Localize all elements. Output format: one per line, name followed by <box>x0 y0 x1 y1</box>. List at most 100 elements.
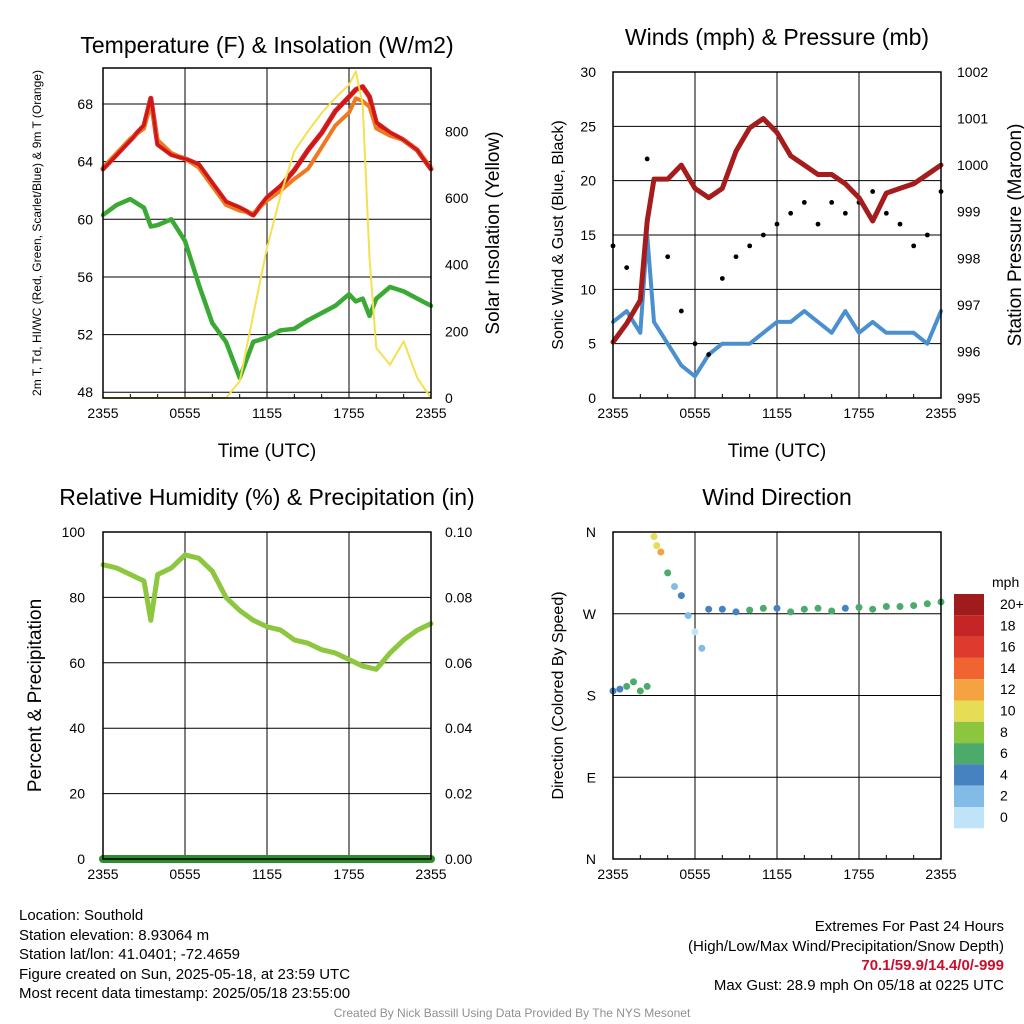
y2-tick-label: 800 <box>445 123 469 139</box>
y2-tick-label: 0.02 <box>445 786 472 802</box>
legend-label: 0 <box>1000 809 1008 825</box>
legend-label: 18 <box>1000 617 1016 633</box>
y-tick-label: N <box>586 524 596 540</box>
direction-point <box>800 605 808 613</box>
gust-point <box>815 221 821 227</box>
gust-point <box>706 352 712 357</box>
gust-point <box>760 232 766 238</box>
x-tick-label: 2355 <box>597 866 628 882</box>
y2-tick-label: 0.08 <box>445 589 472 605</box>
x-tick-label: 1755 <box>843 405 874 421</box>
gust-point <box>870 189 876 194</box>
gust-point <box>692 341 698 347</box>
legend-swatch <box>954 785 984 807</box>
y2-tick-label: 996 <box>957 343 981 359</box>
direction-point <box>684 612 692 620</box>
gust-point <box>897 221 903 227</box>
y2-axis-label: Station Pressure (Maroon) <box>1005 124 1024 347</box>
y2-tick-label: 1002 <box>957 64 988 80</box>
plot-frame <box>102 67 432 399</box>
direction-point <box>664 569 672 577</box>
y-tick-label: 10 <box>580 281 596 297</box>
x-tick-label: 1755 <box>843 866 874 882</box>
legend-label: 20+ <box>1000 596 1024 612</box>
plot-frame <box>612 71 942 399</box>
legend-swatch <box>954 721 984 744</box>
gust-point <box>911 243 917 249</box>
y-axis-label: Percent & Precipitation <box>25 599 46 792</box>
gust-point <box>624 265 630 270</box>
legend-swatch <box>954 807 984 829</box>
y-tick-label: N <box>586 851 596 867</box>
y2-axis-label: Solar Insolation (Yellow) <box>483 131 504 334</box>
gust-point <box>678 308 684 314</box>
legend-label: 16 <box>1000 639 1016 655</box>
panel-temperature: 2355 0555 1155 1755 2355 48 52 56 60 64 68 0 200 400 6… <box>30 32 504 462</box>
y-axis-label: Direction (Colored By Speed) <box>550 591 567 799</box>
direction-point <box>732 608 740 616</box>
direction-point <box>671 583 678 590</box>
y-axis-label: 2m T, Td, HI/WC (Red, Green, Scarlet/Blu… <box>30 70 44 396</box>
x-tick-label: 2355 <box>87 405 118 421</box>
legend-label: 6 <box>1000 745 1008 761</box>
credit-line: Created By Nick Bassill Using Data Provi… <box>333 1006 691 1020</box>
y2-tick-label: 400 <box>445 257 469 273</box>
y-tick-label: 80 <box>69 589 85 605</box>
y-tick-label: 48 <box>77 384 93 400</box>
y2-tick-label: 0.10 <box>445 524 472 540</box>
gust-point <box>774 221 780 227</box>
y-tick-label: W <box>583 606 597 622</box>
extremes-subtitle: (High/Low/Max Wind/Precipitation/Snow De… <box>688 937 1004 955</box>
max-gust: Max Gust: 28.9 mph On 05/18 at 0225 UTC <box>713 976 1004 994</box>
direction-point <box>923 600 931 608</box>
y-tick-label: 0 <box>77 851 85 867</box>
speed-legend: mph 20+ 18 16 14 12 10 8 6 4 2 0 <box>954 574 1024 829</box>
direction-point <box>630 678 637 686</box>
direction-point <box>705 605 713 613</box>
direction-point <box>677 592 685 600</box>
x-tick-label: 1755 <box>333 866 364 882</box>
x-tick-label: 0555 <box>169 405 200 421</box>
y-tick-label: 68 <box>77 96 93 112</box>
x-tick-label: 1155 <box>762 866 792 882</box>
recent-timestamp: Most recent data timestamp: 2025/05/18 2… <box>19 985 351 1002</box>
y2-tick-label: 1001 <box>957 111 988 127</box>
legend-label: 12 <box>1000 681 1016 697</box>
direction-point <box>855 603 863 611</box>
plot-frame <box>612 531 942 860</box>
y2-tick-label: 600 <box>445 190 469 206</box>
series-relative-humidity <box>100 552 434 672</box>
direction-point <box>616 685 624 693</box>
plot-frame <box>102 531 432 860</box>
direction-point <box>869 605 877 613</box>
gust-point <box>719 276 725 281</box>
y-axis-label: Sonic Wind & Gust (Blue, Black) <box>550 120 567 349</box>
x-tick-label: 2355 <box>415 866 446 882</box>
y-tick-label: 56 <box>77 269 93 285</box>
x-axis-label: Time (UTC) <box>728 441 827 462</box>
y-tick-label: 52 <box>77 327 93 343</box>
series-hi-wc <box>101 85 433 217</box>
direction-point <box>787 608 795 616</box>
gust-point <box>665 254 671 260</box>
station-latlon: Station lat/lon: 41.0401; -72.4659 <box>19 946 241 963</box>
y-tick-label: 20 <box>69 786 85 802</box>
x-axis-label: Time (UTC) <box>218 441 317 462</box>
gust-point <box>733 254 739 260</box>
y-tick-label: E <box>587 769 596 785</box>
legend-label: 8 <box>1000 724 1008 740</box>
legend-swatch <box>954 594 984 616</box>
direction-point <box>691 628 699 636</box>
y-tick-label: 60 <box>77 211 93 227</box>
chart-title: Relative Humidity (%) & Precipitation (i… <box>59 484 474 510</box>
station-location: Location: Southold <box>19 907 144 924</box>
gust-point <box>829 200 835 205</box>
x-tick-label: 0555 <box>169 866 200 882</box>
y-tick-label: 20 <box>580 173 596 189</box>
y2-tick-label: 0.00 <box>445 851 472 867</box>
series-station-pressure <box>610 116 944 345</box>
y2-tick-label: 0 <box>445 390 453 406</box>
direction-point <box>650 533 658 541</box>
gust-point <box>842 210 848 216</box>
chart-title: Wind Direction <box>702 484 852 510</box>
